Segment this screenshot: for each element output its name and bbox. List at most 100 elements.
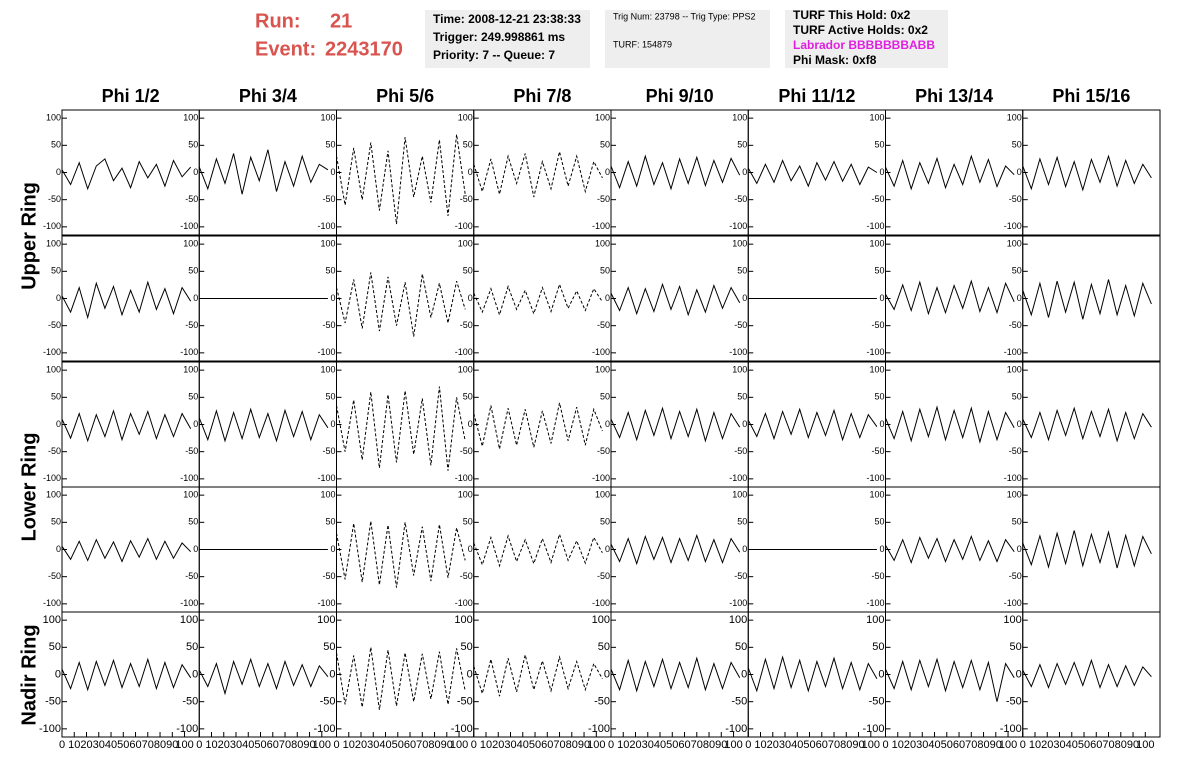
- x-tick-label: 50: [803, 739, 815, 751]
- y-tick-label: 100: [869, 365, 884, 375]
- waveform: [747, 159, 878, 188]
- y-tick-label: -50: [594, 696, 610, 708]
- y-tick-label: -50: [1009, 571, 1022, 581]
- y-tick-label: 100: [46, 365, 61, 375]
- y-tick-label: 50: [735, 641, 747, 653]
- y-tick-label: 100: [454, 614, 472, 626]
- row-label: Nadir Ring: [18, 624, 40, 725]
- x-tick-label: 0: [1020, 739, 1026, 751]
- info-text: Trigger: 249.998861 ms: [433, 30, 565, 44]
- y-tick-label: 0: [1017, 167, 1022, 177]
- y-tick-label: -100: [862, 723, 884, 735]
- y-tick-label: 0: [193, 293, 198, 303]
- y-tick-label: 100: [869, 239, 884, 249]
- y-tick-label: -50: [182, 696, 198, 708]
- waveform: [473, 151, 603, 198]
- waveform: [1022, 279, 1152, 320]
- y-tick-label: 100: [317, 614, 335, 626]
- y-tick-label: -100: [588, 723, 610, 735]
- y-tick-label: 100: [1007, 365, 1022, 375]
- waveform: [610, 406, 741, 443]
- y-tick-label: 100: [183, 490, 198, 500]
- x-tick-label: 50: [254, 739, 266, 751]
- y-tick-label: -100: [725, 723, 747, 735]
- y-tick-label: 100: [732, 490, 747, 500]
- y-tick-label: -50: [45, 696, 61, 708]
- y-tick-label: 0: [56, 419, 61, 429]
- x-tick-label: 80: [566, 739, 578, 751]
- y-tick-label: 100: [183, 113, 198, 123]
- y-tick-label: -100: [43, 473, 61, 483]
- y-tick-label: 0: [192, 668, 198, 680]
- waveform: [885, 154, 1015, 191]
- y-tick-label: -100: [180, 598, 198, 608]
- x-tick-label: 40: [517, 739, 529, 751]
- x-tick-label: 40: [654, 739, 666, 751]
- x-tick-label: 10: [68, 739, 80, 751]
- y-tick-label: 100: [592, 614, 610, 626]
- y-tick-label: -50: [597, 320, 610, 330]
- column-label: Phi 5/6: [376, 86, 434, 106]
- y-tick-label: -50: [734, 571, 747, 581]
- y-tick-label: -50: [460, 320, 473, 330]
- y-tick-label: -50: [1006, 696, 1022, 708]
- panel-frame: [336, 109, 475, 236]
- y-tick-label: -100: [455, 598, 473, 608]
- y-tick-label: 0: [605, 293, 610, 303]
- y-tick-label: -50: [322, 320, 335, 330]
- y-tick-label: 50: [188, 140, 198, 150]
- y-tick-label: 100: [458, 365, 473, 375]
- y-tick-label: -100: [866, 347, 884, 357]
- panel-frame: [885, 235, 1024, 362]
- waveform: [61, 537, 192, 563]
- y-tick-label: -100: [43, 598, 61, 608]
- y-tick-label: 100: [180, 614, 198, 626]
- x-tick-label: 60: [129, 739, 141, 751]
- y-tick-label: 0: [879, 544, 884, 554]
- y-tick-label: 50: [325, 517, 335, 527]
- x-tick-label: 10: [617, 739, 629, 751]
- y-tick-label: 0: [193, 419, 198, 429]
- y-tick-label: -50: [457, 696, 473, 708]
- column-label: Phi 9/10: [646, 86, 714, 106]
- row-label: Lower Ring: [18, 433, 40, 542]
- x-tick-label: 10: [205, 739, 217, 751]
- y-tick-label: -100: [317, 347, 335, 357]
- y-tick-label: 100: [320, 365, 335, 375]
- x-tick-label: 60: [953, 739, 965, 751]
- x-tick-label: 70: [279, 739, 291, 751]
- x-tick-label: 50: [529, 739, 541, 751]
- waveform: [473, 654, 603, 697]
- run-value: 21: [330, 10, 352, 32]
- y-tick-label: -100: [43, 347, 61, 357]
- x-tick-label: 50: [392, 739, 404, 751]
- panel-frame: [473, 486, 612, 613]
- y-tick-label: 100: [595, 113, 610, 123]
- info-text: TURF: 154879: [613, 39, 672, 49]
- x-tick-label: 60: [404, 739, 416, 751]
- x-tick-label: 80: [977, 739, 989, 751]
- x-tick-label: 20: [1041, 739, 1053, 751]
- y-tick-label: -50: [185, 446, 198, 456]
- column-label: Phi 11/12: [778, 86, 855, 106]
- x-tick-label: 0: [59, 739, 65, 751]
- y-tick-label: 0: [742, 167, 747, 177]
- x-tick-label: 50: [941, 739, 953, 751]
- x-tick-label: 90: [303, 739, 315, 751]
- y-tick-label: 50: [600, 140, 610, 150]
- y-tick-label: -50: [322, 571, 335, 581]
- y-tick-label: 100: [320, 113, 335, 123]
- y-tick-label: 0: [742, 293, 747, 303]
- y-tick-label: 50: [188, 266, 198, 276]
- x-tick-label: 40: [791, 739, 803, 751]
- x-tick-label: 10: [892, 739, 904, 751]
- x-tick-label: 70: [828, 739, 840, 751]
- waveform: [747, 407, 878, 442]
- x-tick-label: 30: [642, 739, 654, 751]
- y-tick-label: 0: [467, 668, 473, 680]
- x-tick-label: 70: [965, 739, 977, 751]
- waveform: [473, 402, 603, 450]
- x-tick-label: 20: [629, 739, 641, 751]
- x-tick-label: 50: [117, 739, 129, 751]
